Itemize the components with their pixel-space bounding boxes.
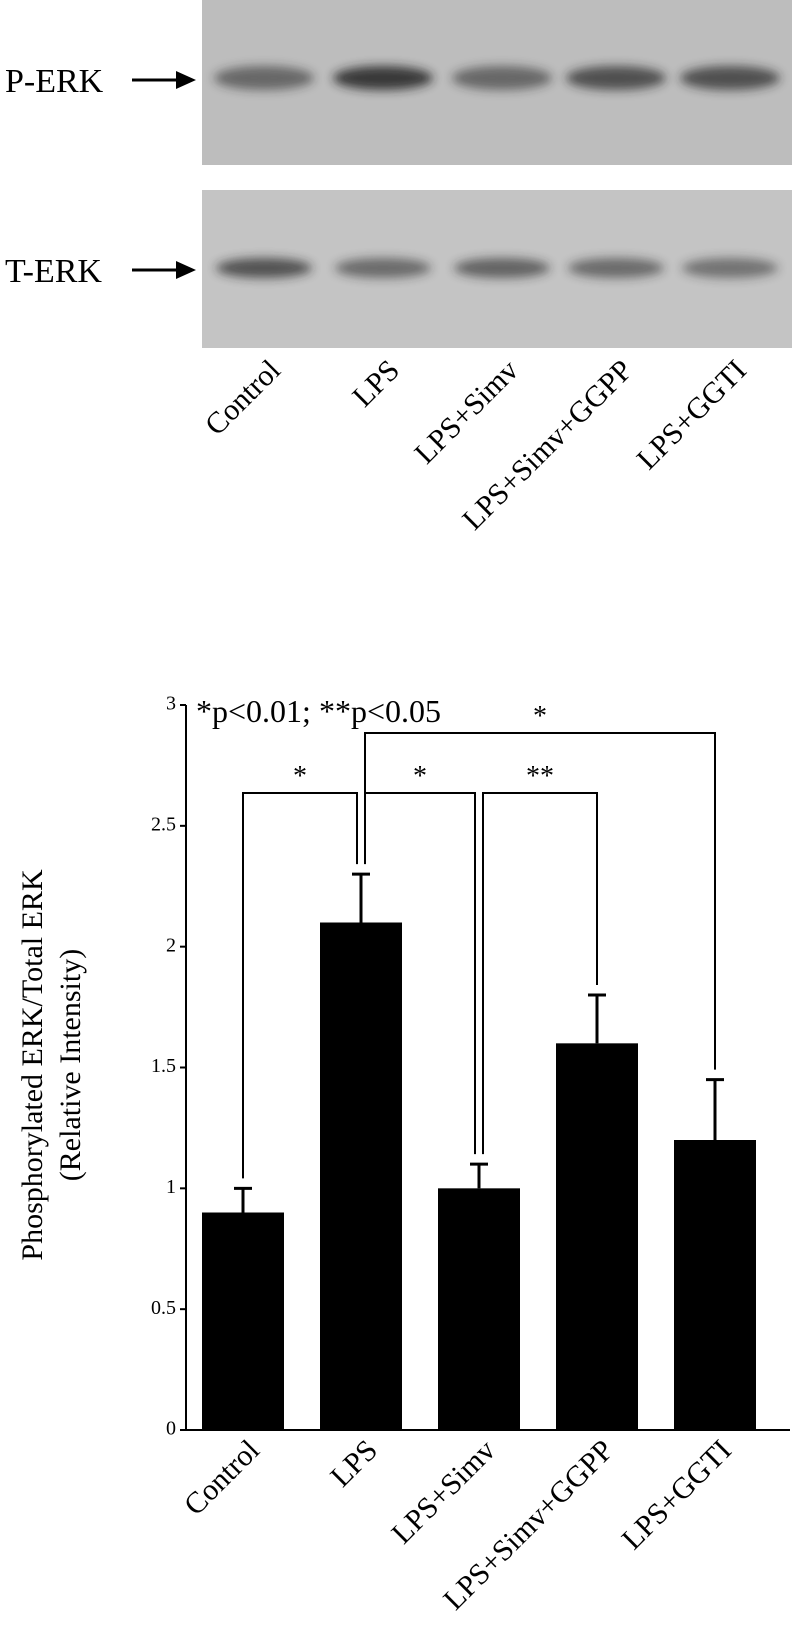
bar xyxy=(202,1212,284,1430)
lane-label: LPS+GGTI xyxy=(630,354,753,477)
significance-bracket xyxy=(364,732,716,1070)
bar xyxy=(320,922,402,1430)
error-bar xyxy=(706,1078,724,1140)
error-bar xyxy=(234,1186,252,1213)
x-tick-label: LPS+Simv xyxy=(385,1434,502,1551)
y-tick-label: 1.5 xyxy=(151,1055,176,1077)
y-tick-label: 2.5 xyxy=(151,813,176,835)
y-tick-label: 3 xyxy=(166,693,176,715)
error-bar xyxy=(588,993,606,1044)
lane-label: Control xyxy=(199,354,287,442)
y-tick-label: 1 xyxy=(166,1176,176,1198)
y-axis-label: (Relative Intensity) xyxy=(54,949,87,1181)
significance-label: * xyxy=(533,701,547,732)
bar xyxy=(674,1140,756,1430)
y-axis-label: Phosphorylated ERK/Total ERK xyxy=(16,869,49,1261)
significance-label: * xyxy=(413,761,427,792)
y-tick-label: 0.5 xyxy=(151,1297,176,1319)
arrow xyxy=(132,71,196,279)
error-bar xyxy=(352,872,370,923)
y-tick-label: 2 xyxy=(166,934,176,956)
x-tick-label: LPS+GGTI xyxy=(615,1434,738,1557)
band xyxy=(335,258,431,278)
bar xyxy=(438,1188,520,1430)
significance-bracket xyxy=(364,792,476,1155)
x-tick-label: Control xyxy=(178,1434,266,1522)
row-label: T-ERK xyxy=(5,253,102,290)
band xyxy=(680,66,780,90)
band xyxy=(568,258,664,278)
band xyxy=(214,66,314,90)
band xyxy=(682,258,778,278)
lane-label: LPS+Simv xyxy=(408,354,525,471)
x-tick-label: LPS xyxy=(324,1434,384,1494)
band xyxy=(333,66,433,90)
annotation: *p<0.01; **p<0.05 xyxy=(196,693,441,729)
significance-bracket xyxy=(242,792,358,1179)
band xyxy=(452,66,552,90)
row-label: P-ERK xyxy=(5,63,104,100)
band xyxy=(216,258,312,278)
significance-label: ** xyxy=(526,761,554,792)
significance-bracket xyxy=(482,792,598,1155)
band xyxy=(454,258,550,278)
significance-label: * xyxy=(293,761,307,792)
y-tick-label: 0 xyxy=(166,1418,176,1440)
band xyxy=(566,66,666,90)
error-bar xyxy=(470,1162,488,1189)
bar xyxy=(556,1043,638,1430)
lane-label: LPS xyxy=(346,354,406,414)
